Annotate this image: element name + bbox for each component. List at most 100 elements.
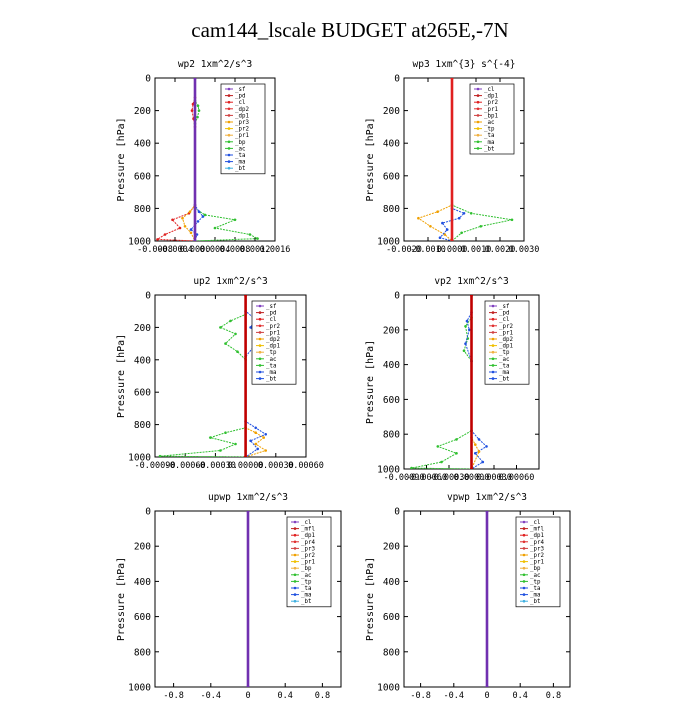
y-tick-label: 1000	[377, 237, 400, 248]
series-point	[464, 342, 467, 346]
y-tick-label: 800	[134, 420, 151, 431]
y-tick-label: 0	[394, 507, 400, 518]
y-tick-label: 1000	[377, 465, 400, 476]
y-tick-label: 0	[145, 507, 151, 518]
y-tick-label: 400	[134, 139, 151, 150]
legend-marker	[491, 337, 495, 341]
series-point	[417, 216, 420, 220]
y-tick-label: 200	[383, 542, 400, 553]
legend-label: _pr2	[266, 324, 280, 330]
legend-label: _pr1	[499, 330, 513, 336]
legend-marker	[522, 573, 526, 577]
legend-label: _dp1	[301, 533, 315, 539]
x-tick-label: 0.0004	[200, 245, 231, 255]
legend-label: _ta	[235, 153, 245, 159]
x-tick-label: 0.0020	[485, 245, 516, 255]
y-tick-label: 200	[383, 106, 400, 117]
series-point	[262, 436, 266, 439]
y-tick-label: 600	[134, 171, 151, 182]
legend-marker	[522, 520, 526, 524]
y-axis-label: Pressure [hPa]	[365, 340, 376, 424]
series-point	[196, 115, 199, 119]
series-point	[156, 238, 159, 241]
series-point	[462, 212, 466, 215]
legend-marker	[476, 94, 480, 97]
series-point	[256, 237, 259, 240]
series-point	[510, 218, 514, 222]
legend-label: _pd	[235, 94, 245, 100]
legend-box	[251, 300, 297, 385]
series-line	[439, 78, 465, 241]
series-line	[417, 78, 453, 241]
legend-label: _bt	[484, 146, 494, 152]
y-tick-label: 400	[383, 139, 400, 150]
chart-panel-2: wp3 1xm^{3} s^{-4} Pressure [hPa] 0 200 400 6…	[365, 59, 539, 255]
series-point	[436, 210, 439, 213]
legend-marker	[227, 147, 231, 150]
series-group	[417, 78, 514, 241]
series-point	[244, 295, 248, 297]
legend-label: _ma	[235, 160, 245, 166]
series-point	[455, 452, 458, 455]
series-point	[450, 239, 454, 241]
x-tick-label: 0.0010	[461, 245, 492, 255]
y-tick-label: 800	[383, 204, 400, 215]
legend-marker	[258, 377, 262, 380]
legend-marker	[491, 317, 495, 321]
legend-marker	[476, 114, 480, 117]
legend-marker	[227, 140, 231, 144]
legend-marker	[227, 120, 231, 124]
y-tick-label: 600	[383, 612, 400, 623]
legend-marker	[522, 553, 526, 557]
x-tick-label: -0.4	[201, 691, 221, 700]
x-tick-label: 0	[484, 691, 489, 700]
series-point	[219, 449, 222, 452]
y-tick-label: 200	[134, 106, 151, 117]
legend-label: _ma	[499, 370, 509, 376]
legend-label: _pr2	[530, 553, 544, 559]
series-point	[213, 226, 217, 230]
y-tick-label: 1000	[377, 683, 400, 694]
legend-marker	[522, 533, 526, 537]
legend-marker	[491, 364, 495, 367]
legend-label: _bp1	[484, 113, 498, 119]
legend-marker	[522, 560, 526, 563]
series-point	[209, 436, 212, 439]
legend-label: _pr1	[301, 560, 315, 566]
legend-marker	[522, 586, 526, 590]
series-point	[181, 216, 184, 220]
legend-label: _cl	[235, 100, 245, 106]
series-point	[249, 326, 252, 329]
legend-label: _ac	[266, 357, 276, 363]
legend-marker	[522, 580, 526, 583]
x-tick-label: -0.8	[410, 691, 430, 700]
legend-marker	[258, 331, 262, 334]
series-point	[171, 218, 174, 222]
legend-label: _pr1	[530, 560, 544, 566]
legend-marker	[476, 127, 480, 130]
series-point	[246, 685, 250, 687]
legend-label: _cl	[530, 520, 540, 526]
series-point	[438, 236, 442, 239]
legend-label: _tp	[499, 350, 510, 356]
chart-title: vpwp 1xm^2/s^3	[447, 492, 527, 503]
legend-label: _cl	[266, 317, 276, 323]
series-group	[246, 511, 250, 687]
x-tick-label: -0.0020	[386, 245, 422, 255]
legend-marker	[227, 87, 231, 91]
legend-marker	[293, 553, 297, 557]
legend-marker	[476, 87, 480, 91]
legend-label: _bp	[530, 566, 541, 572]
y-tick-label: 400	[134, 355, 151, 366]
legend-marker	[293, 560, 297, 563]
legend-marker	[258, 357, 262, 361]
legend-marker	[293, 540, 297, 544]
x-tick-label: -0.4	[444, 691, 464, 700]
series-point	[248, 233, 252, 236]
series-point	[465, 319, 469, 323]
legend-label: _sf	[499, 304, 510, 310]
legend-marker	[227, 107, 231, 111]
legend-marker	[258, 350, 262, 354]
legend-label: _pd	[266, 311, 276, 317]
series-point	[193, 78, 197, 80]
